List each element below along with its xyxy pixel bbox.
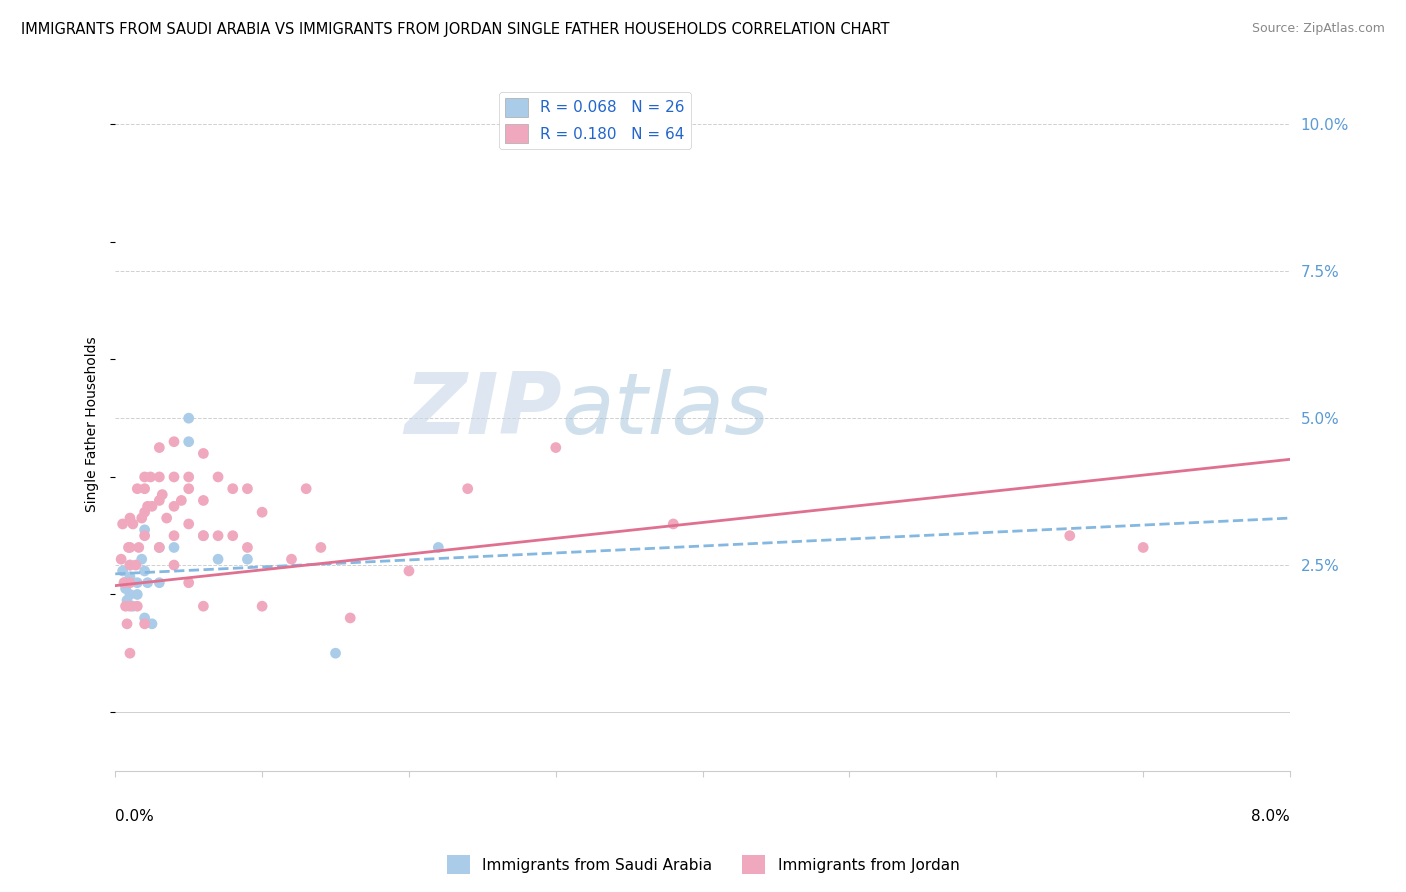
Point — [141, 616, 163, 631]
Point — [118, 541, 141, 555]
Point — [118, 587, 141, 601]
Point — [141, 500, 163, 514]
Text: IMMIGRANTS FROM SAUDI ARABIA VS IMMIGRANTS FROM JORDAN SINGLE FATHER HOUSEHOLDS : IMMIGRANTS FROM SAUDI ARABIA VS IMMIGRAN… — [21, 22, 890, 37]
Point — [128, 541, 150, 555]
Point — [177, 470, 200, 484]
Point — [112, 575, 135, 590]
Point — [163, 541, 186, 555]
Point — [177, 516, 200, 531]
Point — [163, 470, 186, 484]
Point — [193, 599, 215, 614]
Point — [127, 575, 149, 590]
Point — [193, 529, 215, 543]
Point — [134, 611, 156, 625]
Point — [136, 575, 159, 590]
Point — [398, 564, 420, 578]
Point — [134, 505, 156, 519]
Point — [156, 511, 179, 525]
Point — [114, 582, 136, 596]
Point — [207, 470, 229, 484]
Point — [662, 516, 685, 531]
Point — [1059, 529, 1081, 543]
Point — [163, 500, 186, 514]
Point — [222, 482, 245, 496]
Point — [177, 411, 200, 425]
Point — [280, 552, 302, 566]
Point — [236, 552, 259, 566]
Point — [207, 529, 229, 543]
Point — [118, 511, 141, 525]
Point — [193, 529, 215, 543]
Point — [148, 575, 170, 590]
Point — [118, 575, 141, 590]
Point — [111, 516, 134, 531]
Point — [222, 529, 245, 543]
Point — [131, 511, 153, 525]
Point — [544, 441, 567, 455]
Point — [127, 599, 149, 614]
Text: 8.0%: 8.0% — [1251, 809, 1291, 824]
Text: ZIP: ZIP — [404, 368, 561, 451]
Point — [148, 441, 170, 455]
Point — [236, 541, 259, 555]
Point — [134, 529, 156, 543]
Point — [114, 599, 136, 614]
Point — [339, 611, 361, 625]
Point — [457, 482, 479, 496]
Point — [115, 593, 138, 607]
Point — [134, 564, 156, 578]
Point — [177, 434, 200, 449]
Point — [122, 599, 145, 614]
Point — [163, 434, 186, 449]
Point — [134, 523, 156, 537]
Point — [148, 470, 170, 484]
Point — [118, 558, 141, 572]
Point — [250, 505, 273, 519]
Point — [117, 541, 139, 555]
Point — [193, 493, 215, 508]
Text: atlas: atlas — [561, 368, 769, 451]
Point — [295, 482, 318, 496]
Legend: Immigrants from Saudi Arabia, Immigrants from Jordan: Immigrants from Saudi Arabia, Immigrants… — [440, 849, 966, 880]
Point — [110, 552, 132, 566]
Point — [115, 616, 138, 631]
Point — [177, 575, 200, 590]
Point — [118, 558, 141, 572]
Point — [1132, 541, 1154, 555]
Point — [193, 446, 215, 460]
Point — [236, 482, 259, 496]
Point — [325, 646, 347, 660]
Point — [118, 570, 141, 584]
Y-axis label: Single Father Households: Single Father Households — [86, 336, 100, 512]
Point — [118, 646, 141, 660]
Point — [148, 493, 170, 508]
Point — [122, 516, 145, 531]
Point — [111, 564, 134, 578]
Point — [427, 541, 450, 555]
Point — [309, 541, 332, 555]
Point — [131, 552, 153, 566]
Point — [163, 558, 186, 572]
Text: Source: ZipAtlas.com: Source: ZipAtlas.com — [1251, 22, 1385, 36]
Point — [139, 470, 162, 484]
Point — [207, 552, 229, 566]
Point — [163, 529, 186, 543]
Point — [118, 599, 141, 614]
Point — [150, 487, 173, 501]
Point — [134, 470, 156, 484]
Point — [148, 541, 170, 555]
Point — [112, 575, 135, 590]
Point — [136, 500, 159, 514]
Point — [127, 587, 149, 601]
Point — [250, 599, 273, 614]
Point — [177, 482, 200, 496]
Point — [134, 482, 156, 496]
Point — [134, 616, 156, 631]
Point — [127, 482, 149, 496]
Point — [170, 493, 193, 508]
Text: 0.0%: 0.0% — [115, 809, 155, 824]
Legend: R = 0.068   N = 26, R = 0.180   N = 64: R = 0.068 N = 26, R = 0.180 N = 64 — [499, 92, 690, 149]
Point — [148, 541, 170, 555]
Point — [125, 558, 148, 572]
